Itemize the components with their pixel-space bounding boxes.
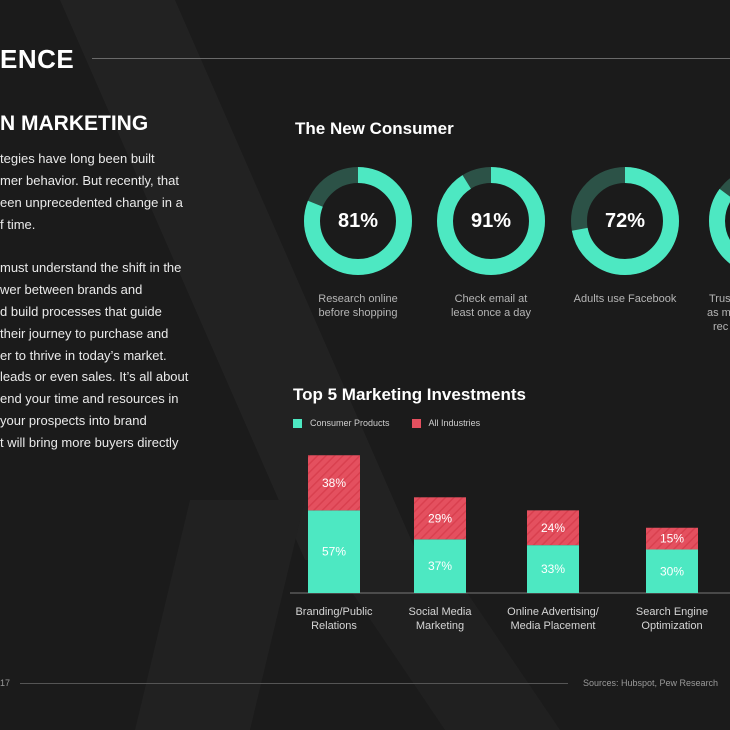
- bar-segment-consumer-products: [646, 549, 698, 593]
- bar-value-label: 30%: [660, 564, 684, 578]
- new-consumer-title: The New Consumer: [295, 119, 454, 138]
- body-paragraph-2: must understand the shift in the wer bet…: [0, 257, 215, 367]
- text-line: d build processes that guide: [0, 304, 162, 319]
- text-line: mer behavior. But recently, that: [0, 173, 179, 188]
- stat-label-research: Research online before shopping: [288, 292, 428, 320]
- bar-segment-consumer-products: [527, 545, 579, 593]
- sources-text: Sources: Hubspot, Pew Research: [583, 678, 719, 688]
- text-line: er to thrive in today’s market.: [0, 348, 167, 363]
- bar-value-label: 29%: [428, 511, 452, 525]
- label-line: rec: [713, 321, 729, 333]
- label-line: Research online: [318, 293, 398, 305]
- label-line: Adults use Facebook: [573, 293, 677, 305]
- stat-donut-facebook: 72%: [569, 165, 681, 277]
- text-line: f time.: [0, 217, 36, 232]
- legend-swatch: [293, 418, 302, 428]
- donut-ring: [571, 167, 679, 275]
- stat-value: 91%: [470, 209, 512, 232]
- footer-divider: [20, 683, 568, 684]
- bar-segment-all-industries: [646, 527, 698, 550]
- legend-item-all-industries: All Industries: [411, 418, 481, 428]
- category-label-line: Media Placement: [510, 620, 596, 632]
- legend-label: All Industries: [428, 418, 481, 428]
- stat-value: 81%: [337, 209, 379, 232]
- bar-segment-all-industries: [527, 510, 579, 546]
- stat-label-email: Check email at least once a day: [421, 292, 561, 320]
- bar-value-label: 15%: [660, 532, 684, 546]
- body-paragraph-1: tegies have long been built mer behavior…: [0, 148, 215, 236]
- category-label: Social Media Marketing: [375, 605, 505, 633]
- text-line: een unprecedented change in a: [0, 195, 183, 210]
- label-line: before shopping: [318, 307, 398, 319]
- text-line: must understand the shift in the: [0, 260, 182, 275]
- category-label-line: Search Engine: [635, 606, 709, 618]
- bar-segment-all-industries: [308, 455, 360, 511]
- label-line: least once a day: [450, 307, 532, 319]
- title-divider: [92, 58, 730, 59]
- section-heading: N MARKETING: [0, 112, 149, 135]
- category-label-line: Marketing: [415, 620, 465, 632]
- stat-label-trust: Trus as m rec: [703, 292, 730, 338]
- text-line: wer between brands and: [0, 282, 143, 297]
- text-line: end your time and resources in: [0, 391, 179, 406]
- category-label: Branding/Public Relations: [269, 605, 399, 633]
- bar-value-label: 38%: [322, 476, 346, 490]
- text-line: your prospects into brand: [0, 413, 147, 428]
- category-label-line: Relations: [311, 620, 357, 632]
- stat-value: 72%: [604, 209, 646, 232]
- legend-label: Consumer Products: [310, 418, 390, 428]
- category-label: Search Engine Optimization: [607, 605, 730, 633]
- stat-donut-trust-clip: [703, 165, 730, 277]
- page-title: ENCE: [0, 44, 75, 74]
- category-label-line: Branding/Public: [295, 606, 373, 618]
- label-line: Check email at: [454, 293, 528, 305]
- label-line: Trus: [709, 293, 730, 305]
- stat-donut-trust: [707, 165, 730, 277]
- chart-legend: Consumer Products All Industries: [293, 418, 502, 428]
- stat-donut-email: 91%: [435, 165, 547, 277]
- bar-segment-consumer-products: [308, 510, 360, 593]
- text-line: tegies have long been built: [0, 151, 155, 166]
- category-label: Online Advertising/Media Placement: [488, 605, 618, 633]
- text-line: their journey to purchase and: [0, 326, 169, 341]
- stat-label-facebook: Adults use Facebook: [555, 292, 695, 306]
- chart-title: Top 5 Marketing Investments: [293, 385, 527, 404]
- donut-ring: [304, 167, 412, 275]
- category-label-line: Social Media: [408, 606, 472, 618]
- bar-value-label: 24%: [541, 521, 565, 535]
- legend-item-consumer-products: Consumer Products: [293, 418, 390, 428]
- bar-segment-consumer-products: [414, 539, 466, 593]
- donut-ring: [437, 167, 545, 275]
- label-line: as m: [707, 307, 730, 319]
- text-line: leads or even sales. It’s all about: [0, 369, 189, 384]
- stat-donut-research: 81%: [302, 165, 414, 277]
- bar-segment-all-industries: [414, 497, 466, 540]
- bar-value-label: 57%: [322, 545, 346, 559]
- bar-value-label: 37%: [428, 559, 452, 573]
- category-label-line: Optimization: [641, 620, 703, 632]
- legend-swatch: [411, 418, 421, 428]
- category-label-line: Online Advertising/: [507, 606, 599, 618]
- body-paragraph-3: leads or even sales. It’s all about end …: [0, 366, 215, 454]
- text-line: t will bring more buyers directly: [0, 435, 179, 450]
- bar-value-label: 33%: [541, 562, 565, 576]
- donut-ring: [709, 167, 730, 275]
- page-number: 17: [0, 678, 11, 688]
